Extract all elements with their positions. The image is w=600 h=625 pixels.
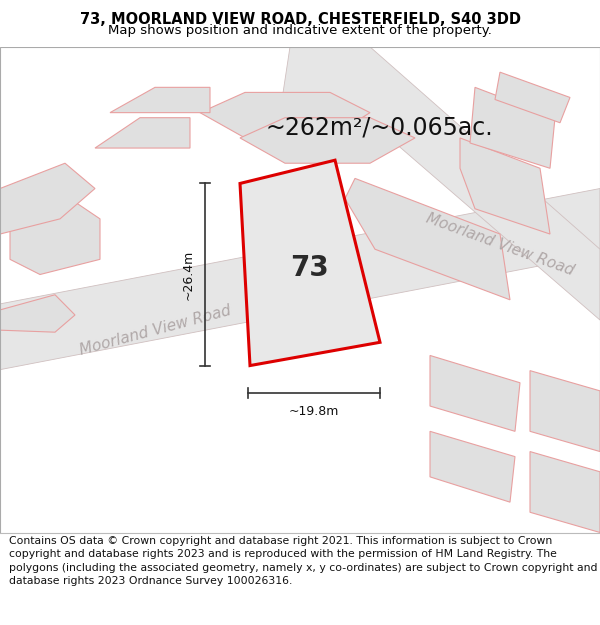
Polygon shape — [530, 451, 600, 532]
Polygon shape — [10, 199, 100, 274]
Polygon shape — [430, 356, 520, 431]
Polygon shape — [240, 160, 380, 366]
Polygon shape — [0, 163, 95, 234]
Polygon shape — [0, 295, 75, 332]
Polygon shape — [95, 118, 190, 148]
Polygon shape — [460, 138, 550, 234]
Polygon shape — [430, 431, 515, 502]
Polygon shape — [110, 88, 210, 112]
Text: Contains OS data © Crown copyright and database right 2021. This information is : Contains OS data © Crown copyright and d… — [9, 536, 598, 586]
Text: ~262m²/~0.065ac.: ~262m²/~0.065ac. — [265, 116, 493, 140]
Polygon shape — [200, 92, 370, 138]
Polygon shape — [530, 371, 600, 451]
Polygon shape — [240, 118, 415, 163]
Text: 73: 73 — [290, 254, 329, 282]
Text: 73, MOORLAND VIEW ROAD, CHESTERFIELD, S40 3DD: 73, MOORLAND VIEW ROAD, CHESTERFIELD, S4… — [79, 12, 521, 27]
Text: Map shows position and indicative extent of the property.: Map shows position and indicative extent… — [108, 24, 492, 36]
Text: ~19.8m: ~19.8m — [289, 405, 339, 418]
Polygon shape — [0, 189, 600, 371]
Text: Moorland View Road: Moorland View Road — [424, 211, 576, 278]
Polygon shape — [470, 88, 555, 168]
Polygon shape — [495, 72, 570, 122]
Text: Moorland View Road: Moorland View Road — [77, 302, 232, 358]
Text: ~26.4m: ~26.4m — [182, 249, 195, 299]
Polygon shape — [280, 47, 600, 320]
Polygon shape — [345, 178, 510, 300]
